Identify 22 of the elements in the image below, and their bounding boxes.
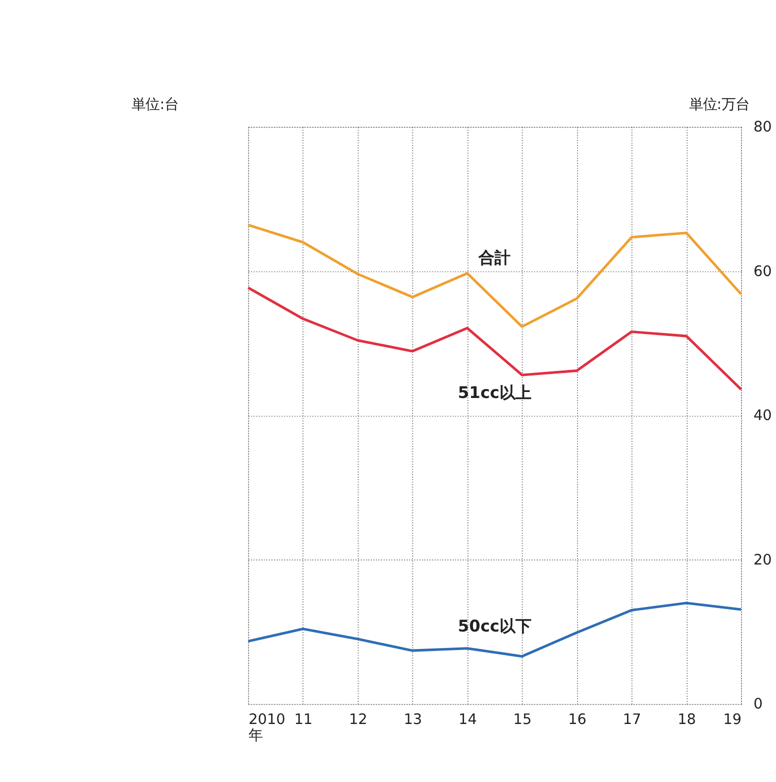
y-tick-label: 40 (753, 408, 772, 424)
x-tick-label: 11 (294, 712, 313, 728)
x-tick-label: 18 (678, 712, 696, 728)
x-tick-label: 17 (622, 712, 642, 728)
y-tick-label: 20 (753, 552, 772, 568)
y-tick-label: 60 (753, 264, 772, 280)
y-axis-title: 単位:万台 (688, 96, 750, 113)
line-series (246, 602, 742, 658)
series-label: 50cc以下 (458, 616, 532, 636)
x-tick-label: 2010年 (248, 712, 286, 744)
series-label: 合計 (478, 248, 511, 268)
y-tick-label: 80 (753, 120, 772, 136)
x-tick-label: 19 (723, 712, 742, 728)
text: 単位:台 (132, 96, 179, 113)
series-label: 51cc以上 (458, 382, 532, 402)
x-tick-label: 14 (458, 712, 477, 728)
x-tick-label: 16 (568, 712, 586, 728)
x-tick-label: 15 (513, 712, 532, 728)
line-series (246, 224, 742, 328)
y-tick-label: 0 (753, 696, 763, 713)
x-tick-label: 13 (404, 712, 422, 728)
x-tick-label: 12 (348, 712, 368, 728)
